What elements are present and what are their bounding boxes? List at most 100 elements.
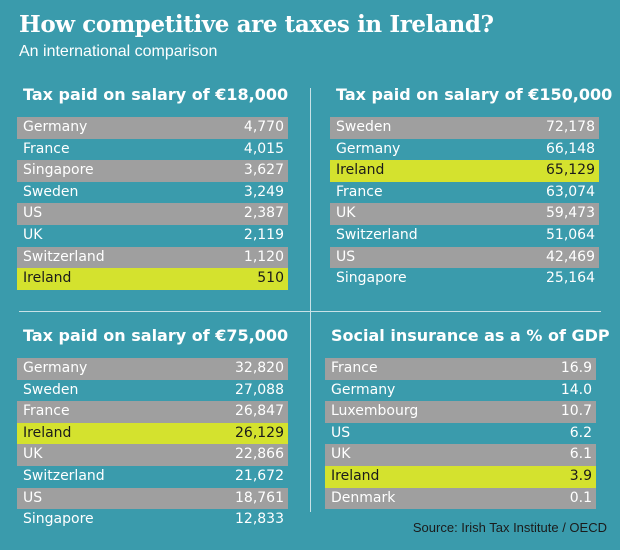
row-value: 27,088 [235, 381, 284, 398]
row-label: Germany [23, 119, 88, 135]
table-row: Germany 14.0 [325, 380, 596, 402]
page-title: How competitive are taxes in Ireland? [19, 11, 494, 38]
table-row: Luxembourg 10.7 [325, 401, 596, 423]
table-rows: Sweden 72,178 Germany 66,148 Ireland 65,129 Fr… [330, 117, 599, 290]
row-value: 59,473 [546, 205, 595, 222]
table-row: Sweden 3,249 [17, 182, 288, 204]
row-label: Singapore [23, 511, 94, 528]
table-row: US 6.2 [325, 423, 596, 445]
row-label: Singapore [23, 162, 94, 179]
table-row: Sweden 72,178 [330, 117, 599, 139]
table-row: Germany 32,820 [17, 358, 288, 380]
row-label: US [331, 424, 351, 441]
table-row-highlighted: Ireland 26,129 [17, 422, 288, 445]
row-value: 4,015 [243, 140, 284, 157]
row-value: 3,249 [243, 183, 284, 200]
table-row: Sweden 27,088 [17, 380, 288, 402]
table-row-highlighted: Ireland 65,129 [330, 160, 599, 182]
row-value: 0.1 [569, 489, 592, 506]
row-label: Ireland [331, 467, 380, 484]
table-row: US 42,469 [330, 246, 599, 269]
row-label: France [336, 183, 383, 200]
row-label: Denmark [331, 489, 396, 506]
table-row: US 18,761 [17, 487, 288, 510]
row-label: France [23, 403, 70, 420]
row-value: 25,164 [546, 270, 595, 287]
table-row: Switzerland 51,064 [330, 225, 599, 247]
row-label: France [331, 360, 378, 376]
row-value: 3,627 [243, 162, 284, 179]
row-value: 66,148 [546, 140, 595, 157]
row-value: 4,770 [243, 119, 284, 135]
panel-salary-150000: Tax paid on salary of €150,000 Sweden 72,… [330, 85, 612, 290]
row-label: Switzerland [23, 467, 105, 484]
row-label: Singapore [336, 270, 407, 287]
table-row-highlighted: Ireland 510 [17, 268, 288, 290]
row-label: UK [23, 446, 43, 463]
row-label: US [336, 248, 356, 265]
row-label: Ireland [336, 162, 385, 179]
table-row: Denmark 0.1 [325, 487, 596, 510]
row-value: 6.2 [569, 424, 592, 441]
table-row: UK 2,119 [17, 225, 288, 247]
table-row: Switzerland 1,120 [17, 246, 288, 269]
table-rows: France 16.9 Germany 14.0 Luxembourg 10.7 US 6.2… [325, 358, 596, 510]
table-row: UK 6.1 [325, 444, 596, 466]
row-label: Sweden [23, 183, 79, 200]
row-value: 21,672 [235, 467, 284, 484]
row-value: 63,074 [546, 183, 595, 200]
row-label: Germany [23, 360, 88, 376]
page-subtitle: An international comparison [19, 43, 218, 60]
table-row: Germany 66,148 [330, 139, 599, 161]
row-value: 1,120 [243, 248, 284, 265]
table-row: Singapore 25,164 [330, 268, 599, 290]
row-label: Switzerland [336, 226, 418, 243]
row-label: UK [336, 205, 356, 222]
row-value: 26,129 [235, 424, 284, 441]
row-value: 14.0 [560, 381, 592, 398]
row-label: Ireland [23, 424, 72, 441]
table-row: France 26,847 [17, 401, 288, 423]
row-label: Sweden [336, 119, 392, 135]
table-row: France 63,074 [330, 182, 599, 204]
table-row: Switzerland 21,672 [17, 466, 288, 488]
row-value: 51,064 [546, 226, 595, 243]
row-value: 2,119 [243, 226, 284, 243]
row-value: 6.1 [569, 446, 592, 463]
table-row: Germany 4,770 [17, 117, 288, 139]
row-value: 65,129 [546, 162, 595, 179]
row-value: 16.9 [560, 360, 592, 376]
row-value: 10.7 [560, 403, 592, 420]
row-label: Germany [336, 140, 401, 157]
row-label: US [23, 489, 43, 506]
table-rows: Germany 4,770 France 4,015 Singapore 3,627 Swe… [17, 117, 288, 290]
row-label: Ireland [23, 270, 72, 287]
panel-title: Social insurance as a % of GDP [331, 326, 610, 345]
row-value: 42,469 [546, 248, 595, 265]
row-value: 32,820 [235, 360, 284, 376]
row-value: 18,761 [235, 489, 284, 506]
row-label: Switzerland [23, 248, 105, 265]
row-value: 26,847 [235, 403, 284, 420]
table-rows: Germany 32,820 Sweden 27,088 France 26,847 Ire… [17, 358, 288, 531]
row-value: 3.9 [569, 467, 592, 484]
row-label: Luxembourg [331, 403, 419, 420]
row-value: 12,833 [235, 511, 284, 528]
panel-title: Tax paid on salary of €75,000 [23, 326, 289, 345]
row-label: UK [23, 226, 43, 243]
panel-title: Tax paid on salary of €18,000 [23, 85, 289, 104]
row-label: Sweden [23, 381, 79, 398]
table-row: Singapore 3,627 [17, 160, 288, 182]
table-row: UK 59,473 [330, 203, 599, 225]
table-row: Singapore 12,833 [17, 509, 288, 531]
row-label: US [23, 205, 43, 222]
panel-salary-18000: Tax paid on salary of €18,000 Germany 4,7… [17, 85, 288, 290]
panel-title: Tax paid on salary of €150,000 [336, 85, 613, 104]
panel-social-insurance: Social insurance as a % of GDP France 16.… [325, 326, 610, 511]
row-label: UK [331, 446, 351, 463]
table-row: UK 22,866 [17, 444, 288, 466]
table-row: US 2,387 [17, 203, 288, 225]
table-row: France 16.9 [325, 358, 596, 380]
vertical-divider [310, 88, 311, 512]
